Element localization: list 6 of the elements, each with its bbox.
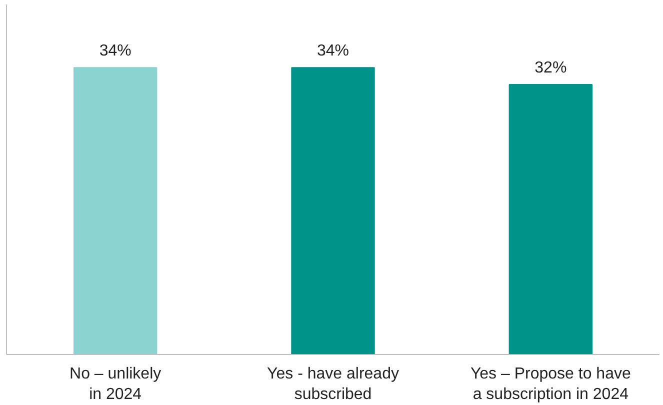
data-label: 34% (316, 42, 350, 60)
data-label: 32% (534, 59, 567, 76)
x-tick-label: No – unlikely in 2024 (70, 366, 162, 403)
x-tick-label: Yes – Propose to have a subscription in 2024 (470, 366, 631, 403)
data-label: 34% (99, 42, 132, 60)
x-tick-label: Yes - have already subscribed (267, 366, 399, 403)
